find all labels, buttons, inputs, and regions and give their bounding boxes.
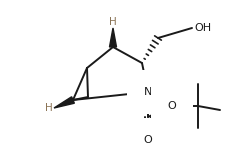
Text: N: N bbox=[144, 87, 152, 97]
Polygon shape bbox=[110, 28, 117, 47]
Text: OH: OH bbox=[194, 23, 211, 33]
Text: O: O bbox=[144, 135, 152, 145]
Text: O: O bbox=[168, 101, 176, 111]
Polygon shape bbox=[54, 97, 74, 108]
Text: H: H bbox=[45, 103, 53, 113]
Text: H: H bbox=[109, 17, 117, 27]
